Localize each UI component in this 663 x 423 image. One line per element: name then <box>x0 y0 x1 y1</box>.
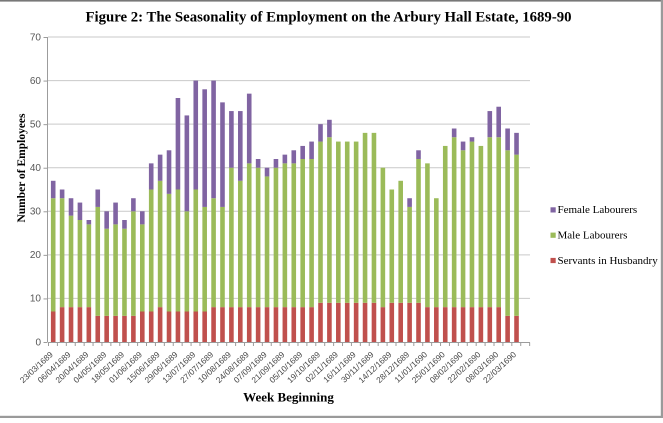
svg-text:30: 30 <box>30 207 42 218</box>
svg-text:60: 60 <box>30 76 42 87</box>
svg-text:Female Labourers: Female Labourers <box>558 204 638 216</box>
svg-text:Male Labourers: Male Labourers <box>558 230 628 242</box>
svg-text:20: 20 <box>30 250 42 261</box>
svg-text:50: 50 <box>30 119 42 130</box>
svg-text:40: 40 <box>30 163 42 174</box>
svg-text:Figure 2: The Seasonality of E: Figure 2: The Seasonality of Employment … <box>85 10 571 26</box>
svg-text:0: 0 <box>35 337 41 348</box>
svg-text:Servants in Husbandry: Servants in Husbandry <box>558 255 659 267</box>
svg-text:10: 10 <box>30 294 42 305</box>
svg-text:Week Beginning: Week Beginning <box>243 390 334 405</box>
svg-text:70: 70 <box>30 32 42 43</box>
svg-text:Number of Employees: Number of Employees <box>16 113 28 223</box>
